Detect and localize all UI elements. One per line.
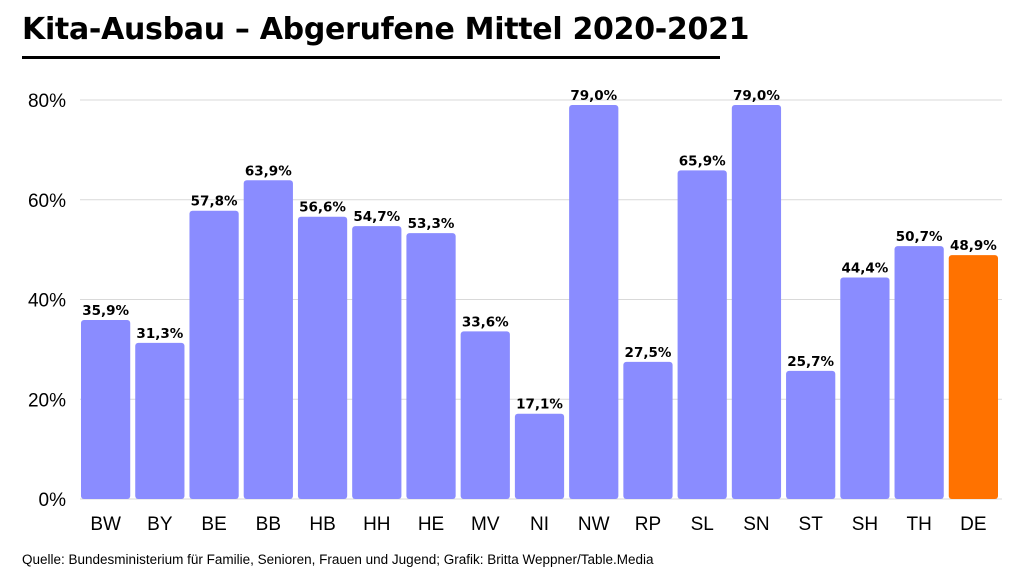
data-label: 79,0% xyxy=(733,88,780,104)
y-tick-label: 40% xyxy=(28,291,66,312)
data-label: 48,9% xyxy=(950,238,997,254)
data-label: 56,6% xyxy=(299,200,346,216)
data-label: 44,4% xyxy=(841,261,888,277)
bar-hh xyxy=(352,226,402,499)
x-tick-label: SL xyxy=(691,514,714,535)
x-tick-label: NI xyxy=(530,514,549,535)
x-tick-label: BE xyxy=(201,514,226,535)
bar-he xyxy=(406,233,456,499)
bar-bw xyxy=(81,319,131,499)
bar-sl xyxy=(677,170,727,500)
x-tick-label: ST xyxy=(799,514,824,535)
bar-de xyxy=(948,255,998,499)
bar-rp xyxy=(623,361,673,499)
bar-mv xyxy=(460,331,510,499)
bar-be xyxy=(189,210,239,499)
bar-sh xyxy=(840,277,890,499)
data-label: 57,8% xyxy=(191,194,238,210)
data-label: 79,0% xyxy=(570,88,617,104)
x-tick-label: BW xyxy=(90,514,121,535)
bar-by xyxy=(135,342,185,499)
bar-nw xyxy=(569,104,619,500)
data-label: 25,7% xyxy=(787,354,834,370)
bar-st xyxy=(786,370,836,499)
y-tick-label: 80% xyxy=(28,91,66,112)
data-label: 53,3% xyxy=(408,216,455,232)
y-tick-label: 20% xyxy=(28,390,66,411)
x-tick-label: BB xyxy=(256,514,281,535)
data-label: 50,7% xyxy=(896,229,943,245)
bar-ni xyxy=(514,413,565,499)
x-tick-label: HH xyxy=(363,514,390,535)
data-label: 54,7% xyxy=(353,209,400,225)
source-note: Quelle: Bundesministerium für Familie, S… xyxy=(22,552,654,567)
x-tick-label: MV xyxy=(471,514,500,535)
x-tick-label: BY xyxy=(147,514,173,535)
x-tick-label: TH xyxy=(906,514,931,535)
x-tick-label: HE xyxy=(418,514,444,535)
data-label: 17,1% xyxy=(516,397,563,413)
data-label: 63,9% xyxy=(245,163,292,179)
y-tick-label: 60% xyxy=(28,191,66,212)
bar-th xyxy=(894,246,944,499)
data-label: 65,9% xyxy=(679,153,726,169)
data-label: 27,5% xyxy=(625,345,672,361)
x-tick-label: NW xyxy=(578,514,610,535)
x-tick-label: SN xyxy=(743,514,769,535)
x-tick-label: RP xyxy=(635,514,661,535)
x-tick-label: HB xyxy=(309,514,335,535)
bar-bb xyxy=(243,180,293,499)
bar-hb xyxy=(297,216,348,499)
bar-sn xyxy=(731,104,782,500)
data-label: 31,3% xyxy=(136,326,183,342)
data-label: 35,9% xyxy=(82,303,129,319)
x-tick-label: SH xyxy=(852,514,878,535)
data-label: 33,6% xyxy=(462,314,509,330)
y-tick-label: 0% xyxy=(39,490,67,511)
chart-title: Kita-Ausbau – Abgerufene Mittel 2020-202… xyxy=(22,12,750,47)
title-underline xyxy=(22,56,720,59)
x-tick-label: DE xyxy=(960,514,986,535)
